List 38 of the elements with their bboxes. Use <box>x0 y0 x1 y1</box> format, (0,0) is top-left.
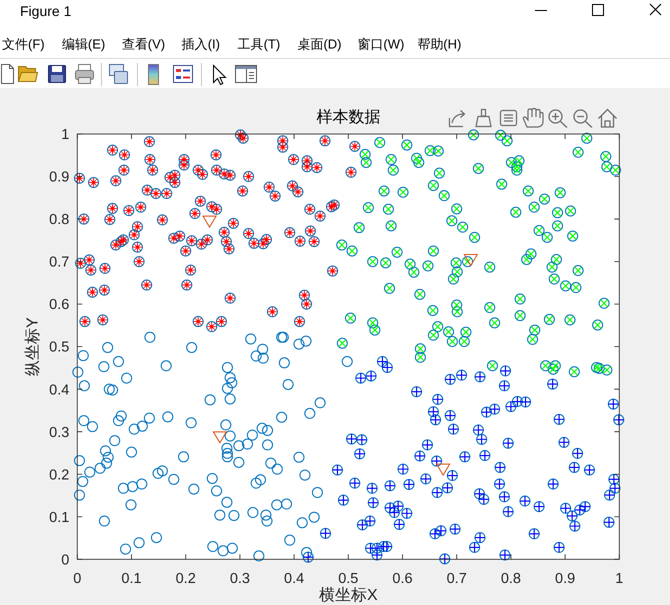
text: 帮助(H) <box>417 36 462 52</box>
x-tick-label: 0.6 <box>392 570 413 587</box>
y-tick-label: 0.7 <box>49 254 70 271</box>
y-tick-label: 0.6 <box>49 297 70 314</box>
text: 工具(T) <box>238 36 280 52</box>
y-tick-label: 0.4 <box>49 382 70 398</box>
x-tick-label: 0.1 <box>121 570 142 587</box>
x-tick-label: 1 <box>615 570 624 587</box>
point <box>212 431 227 444</box>
point <box>436 464 450 476</box>
caption: Figure 1 <box>20 3 72 19</box>
y-tick-label: 1 <box>61 127 70 144</box>
text: 文件(F) <box>2 36 45 52</box>
text: 编辑(E) <box>62 36 106 52</box>
y-tick-label: 0.3 <box>49 424 70 441</box>
x-axis-title: 横坐标X <box>318 586 378 604</box>
x-tick-label: 0.3 <box>230 570 250 587</box>
x-tick-label: 0 <box>73 570 82 587</box>
text: 桌面(D) <box>297 36 342 52</box>
y-tick-label: 0.5 <box>49 340 70 356</box>
x-tick-label: 0.8 <box>500 570 521 587</box>
x-tick-label: 0.9 <box>555 570 576 587</box>
x-tick-label: 0.4 <box>284 570 304 587</box>
x-tick-label: 0.7 <box>446 570 467 587</box>
x-tick-label: 0.5 <box>338 570 358 587</box>
point <box>464 254 478 266</box>
y-tick-label: 0.2 <box>49 467 70 484</box>
y-tick-label: 0.8 <box>49 212 70 228</box>
y-axis-title: 纵坐标Y <box>24 316 42 376</box>
text: 插入(I) <box>182 36 220 52</box>
y-tick-label: 0.9 <box>49 170 70 186</box>
y-tick-label: 0 <box>61 552 70 568</box>
chart-title: 样本数据 <box>316 108 380 126</box>
text: 窗口(W) <box>357 36 404 52</box>
x-tick-label: 0.2 <box>176 570 196 587</box>
y-tick-label: 0.1 <box>49 510 70 526</box>
text: 查看(V) <box>122 36 166 52</box>
point <box>202 216 217 228</box>
